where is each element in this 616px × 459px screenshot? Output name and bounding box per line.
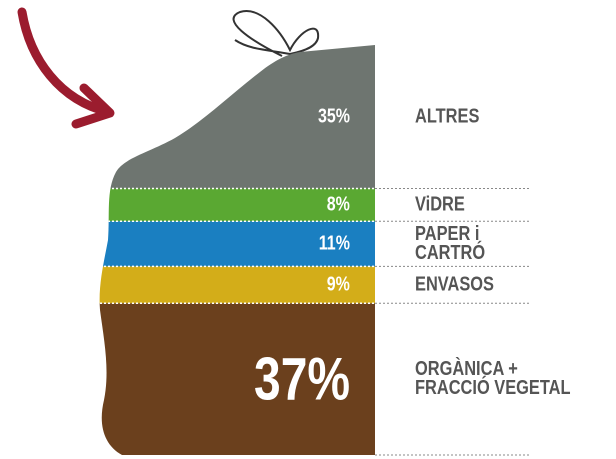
bag-knot xyxy=(234,11,319,56)
category-label: PAPER i CARTRÓ xyxy=(415,225,485,263)
category-label: ALTRES xyxy=(415,107,479,126)
value-label: 11% xyxy=(319,232,350,255)
segment xyxy=(0,266,375,303)
value-label: 8% xyxy=(327,193,350,216)
value-label: 35% xyxy=(318,105,350,128)
category-label: ORGÀNICA + FRACCIÓ VEGETAL xyxy=(415,360,571,398)
segment xyxy=(0,189,375,222)
category-label: ENVASOS xyxy=(415,275,494,294)
value-label: 9% xyxy=(327,273,350,296)
category-label: ViDRE xyxy=(415,195,465,214)
value-label: 37% xyxy=(254,345,350,414)
infographic: 35% ALTRES 8% ViDRE 11% PAPER i CARTRÓ 9% ENVAS… xyxy=(0,0,616,459)
